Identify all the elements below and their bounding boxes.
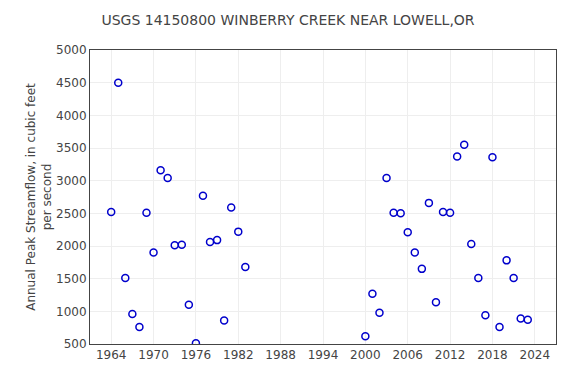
svg-text:2012: 2012: [435, 348, 466, 362]
svg-text:1982: 1982: [223, 348, 254, 362]
svg-text:Annual Peak Streamflow, in cub: Annual Peak Streamflow, in cubic feetper…: [24, 83, 54, 311]
svg-text:500: 500: [64, 337, 87, 351]
svg-text:2006: 2006: [392, 348, 423, 362]
svg-text:4000: 4000: [56, 109, 87, 123]
svg-text:2000: 2000: [350, 348, 381, 362]
svg-text:3500: 3500: [56, 141, 87, 155]
svg-text:1970: 1970: [138, 348, 169, 362]
svg-text:2018: 2018: [477, 348, 508, 362]
svg-text:USGS 14150800 WINBERRY CREEK N: USGS 14150800 WINBERRY CREEK NEAR LOWELL…: [101, 12, 474, 28]
svg-text:2024: 2024: [520, 348, 551, 362]
svg-text:2000: 2000: [56, 239, 87, 253]
svg-text:5000: 5000: [56, 43, 87, 57]
svg-text:3000: 3000: [56, 174, 87, 188]
svg-text:1988: 1988: [265, 348, 296, 362]
svg-text:4500: 4500: [56, 76, 87, 90]
svg-text:1000: 1000: [56, 305, 87, 319]
svg-text:1500: 1500: [56, 272, 87, 286]
svg-text:1994: 1994: [308, 348, 339, 362]
svg-text:1964: 1964: [96, 348, 127, 362]
svg-text:2500: 2500: [56, 207, 87, 221]
svg-text:1976: 1976: [181, 348, 212, 362]
